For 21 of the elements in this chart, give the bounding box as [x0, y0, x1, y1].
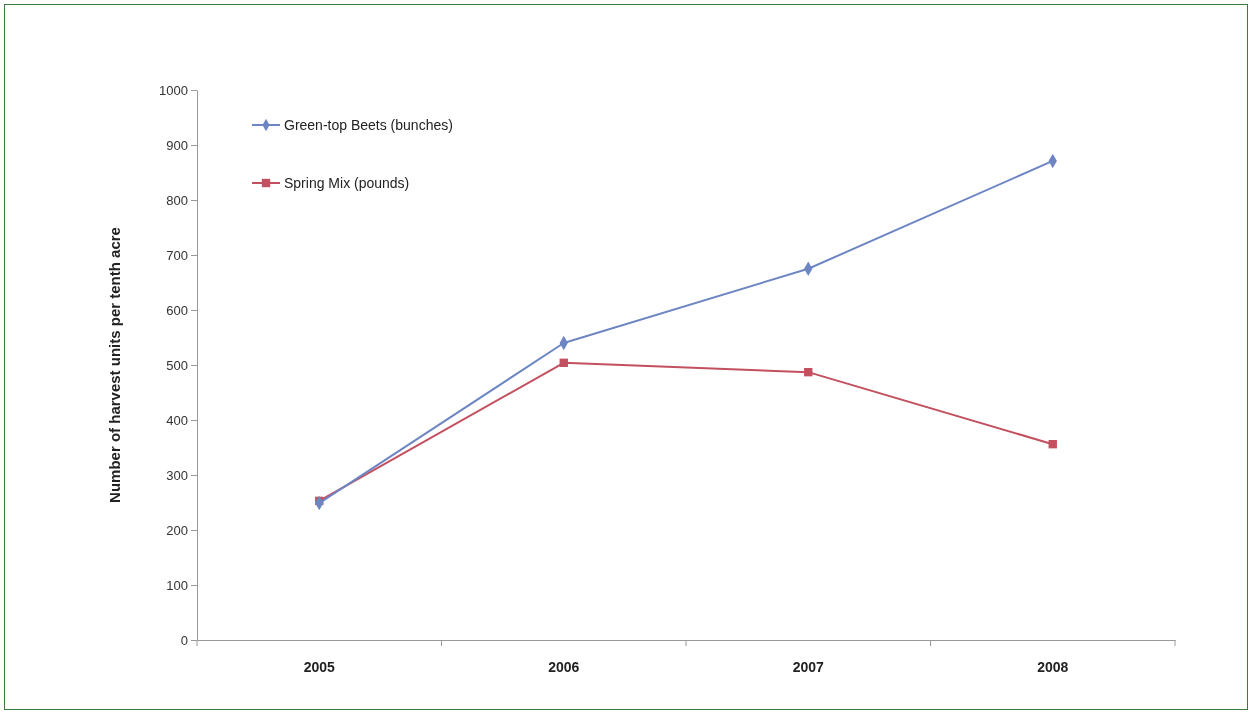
x-tick-label: 2005 — [303, 658, 336, 675]
y-tick-label: 900 — [166, 137, 188, 153]
x-tick-label: 2006 — [548, 658, 580, 675]
y-tick-label: 200 — [166, 522, 188, 538]
y-tick-label: 100 — [166, 577, 188, 593]
x-tick-label: 2007 — [792, 658, 825, 675]
y-tick-label: 1000 — [159, 82, 188, 98]
point — [1048, 440, 1057, 449]
y-tick-label: 300 — [166, 467, 188, 483]
y-tick-label: 600 — [166, 302, 188, 318]
y-tick-label: 400 — [166, 412, 188, 428]
y-axis-title: Number of harvest units per tenth acre — [106, 227, 123, 503]
legend-label: Green-top Beets (bunches) — [284, 117, 453, 133]
legend-label: Spring Mix (pounds) — [284, 175, 410, 191]
y-tick-label: 500 — [166, 357, 188, 373]
point — [559, 358, 568, 367]
y-tick-label: 700 — [166, 247, 188, 263]
point — [804, 367, 813, 377]
y-tick-label: 0 — [180, 632, 188, 648]
x-tick-label: 2008 — [1037, 658, 1069, 675]
y-tick-label: 800 — [166, 192, 188, 208]
